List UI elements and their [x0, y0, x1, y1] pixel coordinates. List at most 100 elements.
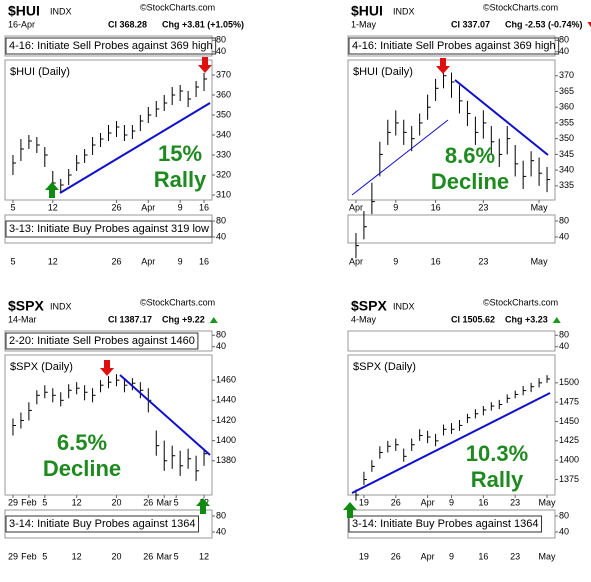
indicator-tick-label: 80 [559, 35, 569, 45]
annotation: Rally [471, 467, 524, 492]
x-tick-label: 26 [391, 497, 401, 507]
y-tick-label: 1375 [559, 474, 579, 484]
panel: $SPX INDX ©StockCharts.com 4-May Cl 1505.62 C… [343, 297, 579, 561]
watermark: ©StockCharts.com [140, 2, 215, 12]
indicator-text: 3-13: Initiate Buy Probes against 319 lo… [9, 223, 209, 235]
change-label: Chg -2.53 (-0.74%) [505, 19, 583, 29]
change-label: Chg +9.22 [162, 314, 205, 324]
arrow [198, 57, 212, 73]
watermark: ©StockCharts.com [483, 2, 558, 12]
x-tick-label: 5 [10, 256, 15, 266]
symbol: $SPX [8, 298, 44, 314]
x-tick-label: Apr [421, 497, 435, 507]
y-tick-label: 310 [216, 189, 231, 199]
indicator-tick-label: 80 [559, 330, 569, 340]
symbol: $HUI [351, 3, 383, 19]
y-tick-label: 360 [559, 102, 574, 112]
x-tick-label: 26 [111, 256, 121, 266]
x-tick-label: 5 [174, 551, 179, 561]
x-tick-label: May [531, 256, 549, 266]
indicator-box [347, 35, 556, 57]
watermark: ©StockCharts.com [140, 297, 215, 307]
x-tick-label: Feb [21, 551, 37, 561]
x-tick-label: 16 [478, 497, 488, 507]
close-label: Cl 1387.17 [108, 314, 152, 324]
x-tick-label: 23 [478, 202, 488, 212]
x-tick-label: 5 [10, 202, 15, 212]
panel: $HUI INDX ©StockCharts.com 16-Apr Cl 368.28 C… [4, 2, 244, 266]
exchange: INDX [50, 6, 72, 16]
y-tick-label: 335 [559, 180, 574, 190]
x-tick-label: May [531, 202, 549, 212]
indicator-text-frame [5, 332, 199, 350]
annotation: 8.6% [445, 143, 495, 168]
indicator-text: 2-20: Initiate Sell Probes against 1460 [9, 335, 195, 347]
x-tick-label: 9 [178, 256, 183, 266]
trendline [351, 119, 449, 196]
indicator-tick-label: 40 [216, 46, 226, 56]
indicator-box [347, 214, 556, 244]
x-tick-label: 5 [174, 497, 179, 507]
y-tick-label: 1475 [559, 397, 579, 407]
x-tick-label: 9 [449, 497, 454, 507]
x-tick-label: 16 [199, 202, 209, 212]
x-tick-label: Apr [349, 202, 363, 212]
y-tick-label: 345 [559, 149, 574, 159]
y-tick-label: 360 [216, 89, 231, 99]
indicator-tick-label: 40 [559, 526, 569, 536]
close-label: Cl 1505.62 [451, 314, 495, 324]
date: 4-May [351, 314, 377, 324]
annotation: Decline [431, 169, 509, 194]
change-icon [587, 22, 591, 28]
trendline [119, 374, 211, 456]
indicator-text: 3-14: Initiate Buy Probes against 1364 [352, 518, 539, 530]
annotation: 15% [158, 141, 202, 166]
x-tick-label: 16 [199, 256, 209, 266]
indicator-text: 4-16: Initiate Sell Probes against 369 h… [9, 40, 213, 52]
x-tick-label: 9 [178, 202, 183, 212]
x-tick-label: 23 [510, 551, 520, 561]
x-tick-label: 12 [72, 497, 82, 507]
x-tick-label: 12 [48, 202, 58, 212]
chart-label: $HUI (Daily) [353, 66, 413, 78]
x-tick-label: Apr [141, 256, 155, 266]
date: 16-Apr [8, 19, 35, 29]
indicator-box [4, 330, 213, 352]
x-tick-label: 12 [72, 551, 82, 561]
indicator-box [347, 330, 556, 352]
x-tick-label: Apr [421, 551, 435, 561]
indicator-text-frame [5, 37, 217, 55]
change-icon [209, 317, 218, 323]
change-label: Chg +3.23 [505, 314, 548, 324]
x-tick-label: 19 [359, 551, 369, 561]
x-tick-label: 23 [478, 256, 488, 266]
x-tick-label: 9 [449, 551, 454, 561]
x-tick-label: May [539, 497, 557, 507]
x-tick-label: 5 [42, 497, 47, 507]
annotation: Rally [154, 167, 207, 192]
chart-label: $SPX (Daily) [353, 361, 416, 373]
y-tick-label: 320 [216, 169, 231, 179]
chart-label: $HUI (Daily) [10, 66, 70, 78]
trendline [59, 102, 211, 194]
x-tick-label: 20 [111, 551, 121, 561]
x-tick-label: 9 [393, 202, 398, 212]
indicator-tick-label: 40 [216, 231, 226, 241]
y-tick-label: 365 [559, 86, 574, 96]
arrow [100, 360, 114, 376]
arrow [436, 58, 450, 74]
indicator-text-frame [348, 515, 543, 533]
x-tick-label: 29 [8, 497, 18, 507]
watermark: ©StockCharts.com [483, 297, 558, 307]
change-icon [552, 317, 561, 323]
indicator-tick-label: 40 [559, 231, 569, 241]
indicator-text: 4-16: Initiate Sell Probes against 369 h… [352, 40, 556, 52]
indicator-tick-label: 80 [216, 510, 226, 520]
x-tick-label: Mar [156, 551, 172, 561]
symbol: $HUI [8, 3, 40, 19]
symbol: $SPX [351, 298, 387, 314]
indicator-tick-label: 80 [216, 215, 226, 225]
y-tick-label: 1450 [559, 416, 579, 426]
indicator-text: 3-14: Initiate Buy Probes against 1364 [9, 518, 196, 530]
